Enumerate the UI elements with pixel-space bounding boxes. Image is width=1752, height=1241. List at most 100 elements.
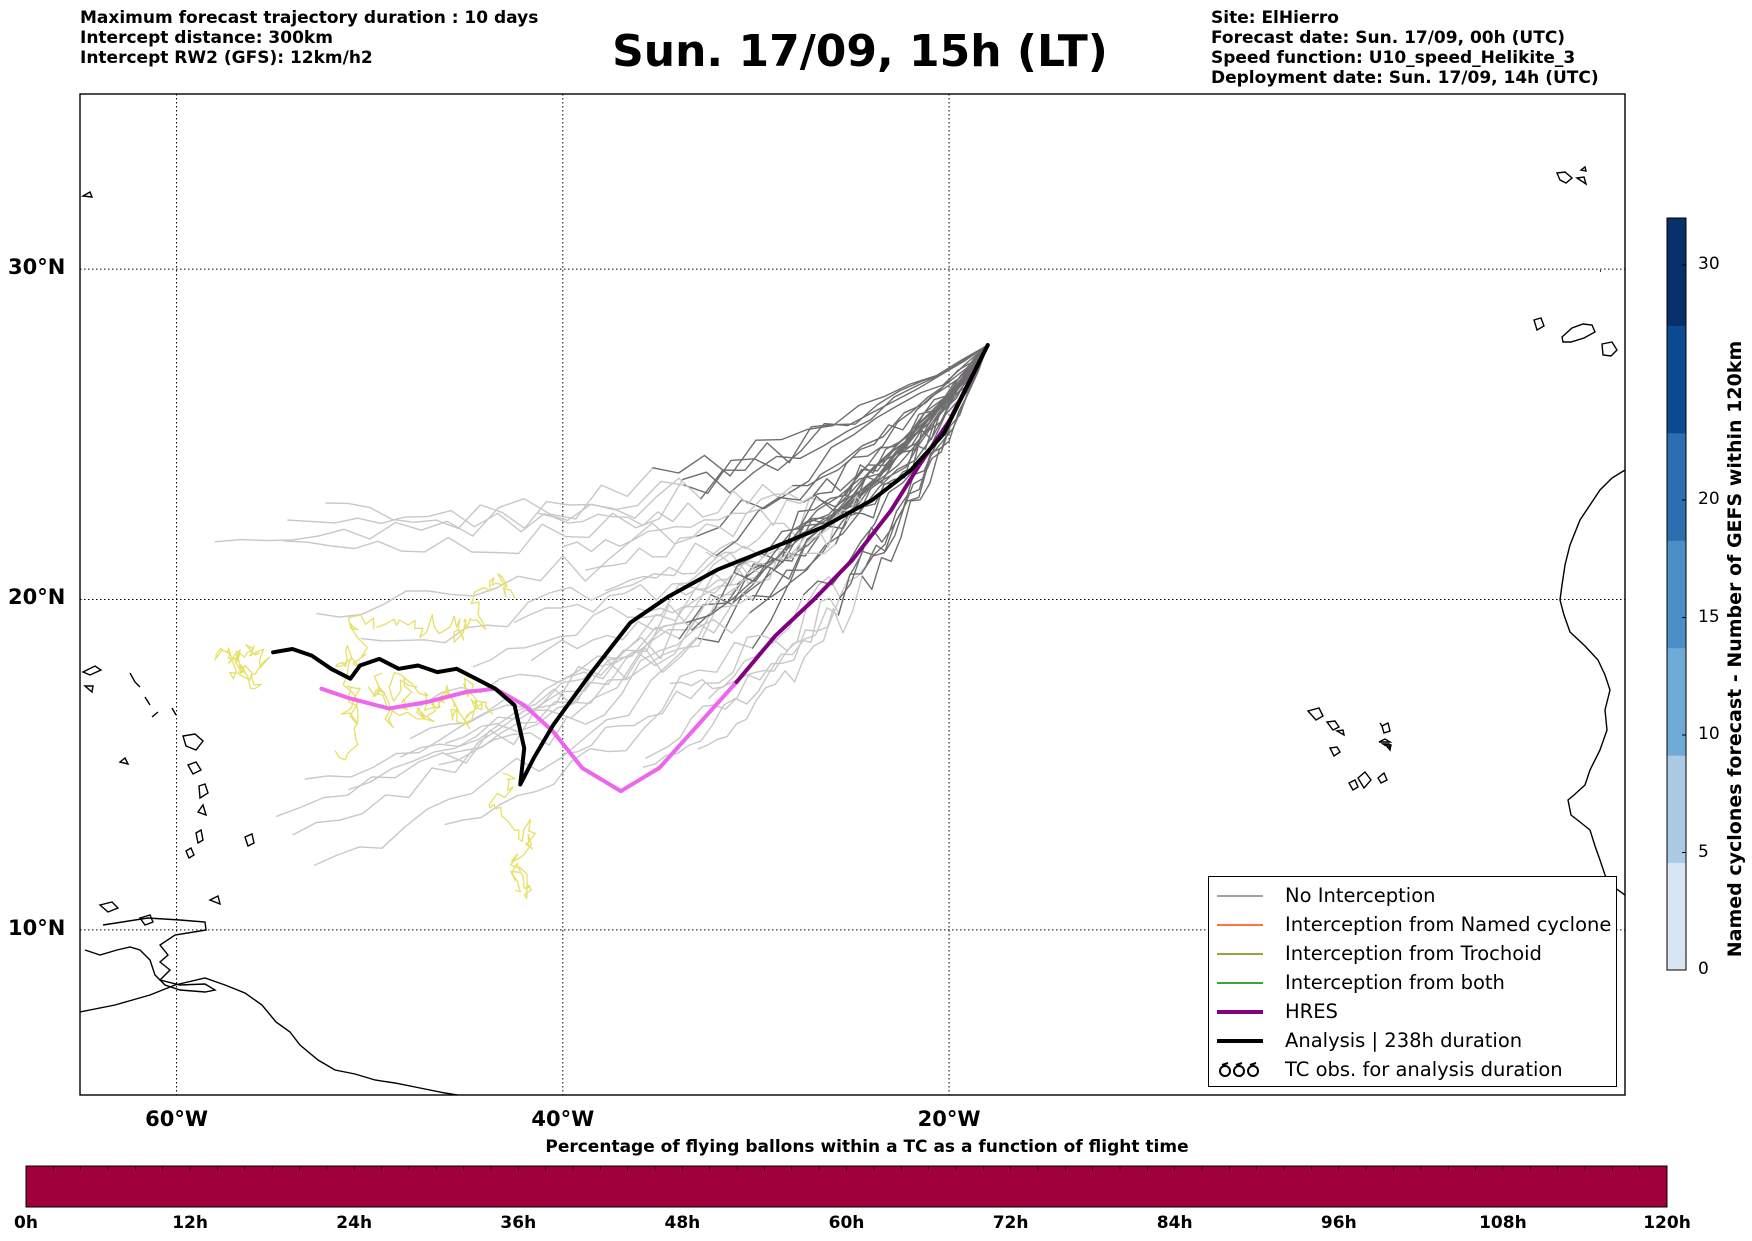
ensemble-trajectory-light	[585, 494, 815, 571]
header-left-line: Intercept RW2 (GFS): 12km/h2	[80, 48, 373, 68]
ensemble-trajectory-light	[530, 552, 791, 661]
lon-tick-label: 40°W	[531, 1107, 595, 1131]
ensemble-trajectory	[733, 344, 989, 582]
tc-observation-track	[367, 686, 493, 725]
ensemble-trajectory-light	[513, 554, 784, 623]
colorbar-tick-label: 5	[1698, 841, 1709, 862]
header-right-line: Speed function: U10_speed_Helikite_3	[1211, 48, 1576, 68]
azores-islands	[1555, 165, 1601, 272]
legend-label: Interception from Trochoid	[1285, 942, 1542, 965]
lat-tick-label: 10°N	[8, 915, 66, 940]
ensemble-trajectory-light	[645, 597, 841, 759]
legend-item: TC obs. for analysis duration	[1217, 1055, 1563, 1084]
ensemble-trajectory-light	[360, 542, 717, 644]
percentage-bar-tick-label: 120h	[1643, 1213, 1691, 1233]
legend-line-swatch	[1217, 952, 1263, 955]
legend-item: Interception from Named cyclone	[1217, 910, 1611, 939]
ensemble-trajectory-light	[472, 552, 766, 668]
ensemble-trajectory	[715, 344, 989, 557]
ensemble-trajectory	[835, 344, 989, 545]
northwest-islands	[80, 190, 94, 198]
tc-observation-track	[376, 573, 516, 643]
legend-line-swatch	[1217, 923, 1263, 926]
ensemble-trajectory-light	[537, 483, 794, 527]
colorbar-tick-label: 10	[1698, 724, 1720, 744]
ensemble-trajectory	[812, 344, 989, 497]
tc-observation-track	[488, 772, 537, 900]
map-frame	[79, 93, 1626, 1096]
ensemble-trajectory-light	[636, 543, 837, 614]
ensemble-trajectory-light	[325, 477, 702, 530]
colorbar-tick-label: 15	[1698, 606, 1720, 627]
legend-label: Interception from both	[1285, 971, 1505, 994]
legend-line-swatch	[1217, 981, 1263, 984]
percentage-bar	[25, 1165, 1668, 1208]
ensemble-trajectory	[837, 344, 989, 616]
percentage-bar-tick-label: 96h	[1320, 1213, 1357, 1233]
header-right-line: Forecast date: Sun. 17/09, 00h (UTC)	[1211, 28, 1566, 48]
header-left-info: Maximum forecast trajectory duration : 1…	[80, 8, 538, 68]
legend-line-swatch	[1217, 1009, 1263, 1014]
header-right-line: Deployment date: Sun. 17/09, 14h (UTC)	[1211, 68, 1599, 88]
legend-item: Interception from Trochoid	[1217, 939, 1542, 968]
colorbar-frame	[1666, 217, 1687, 971]
ensemble-trajectory-light	[562, 493, 805, 553]
header-left-line: Maximum forecast trajectory duration : 1…	[80, 8, 539, 28]
ensemble-trajectory-light	[316, 522, 698, 618]
ensemble-trajectory-light	[438, 611, 751, 766]
percentage-bar-tick-label: 72h	[992, 1213, 1029, 1233]
lon-tick-label: 20°W	[917, 1107, 981, 1131]
colorbar-tick-label: 20	[1698, 489, 1720, 509]
legend-item: Interception from both	[1217, 968, 1505, 997]
ensemble-trajectory-light	[562, 593, 805, 755]
colorbar-segment	[1667, 647, 1686, 756]
ensemble-trajectory	[865, 344, 989, 507]
percentage-bar-tick-label: 60h	[828, 1213, 865, 1233]
colorbar-label: Named cyclones forecast - Number of GEFS…	[1724, 340, 1746, 958]
ensemble-trajectory	[686, 344, 989, 624]
ensemble-trajectory-light	[283, 478, 684, 555]
africa-coast	[1559, 469, 1625, 896]
legend-item: Analysis | 238h duration	[1217, 1026, 1522, 1055]
ensemble-trajectory-light	[445, 594, 754, 755]
percentage-bar-tick-label: 84h	[1156, 1213, 1193, 1233]
header-left-line: Intercept distance: 300km	[80, 28, 333, 48]
ensemble-trajectory	[792, 344, 989, 487]
antilles-islands	[81, 665, 255, 860]
hres-trajectory-light	[319, 680, 739, 794]
tc-observation-track	[334, 614, 375, 761]
lat-tick-label: 30°N	[8, 255, 66, 280]
lon-tick-label: 60°W	[145, 1107, 208, 1131]
legend-label: HRES	[1285, 1000, 1338, 1023]
map-legend: No Interception Interception from Named c…	[1208, 876, 1617, 1087]
percentage-bar-tick-label: 36h	[500, 1213, 537, 1233]
cyclone-colorbar	[1666, 217, 1687, 971]
coastlines	[80, 165, 1625, 1095]
ensemble-trajectory-light	[314, 637, 697, 866]
tc-symbol-icon	[1219, 1061, 1259, 1077]
trajectory-layer	[214, 343, 990, 900]
legend-label: Analysis | 238h duration	[1285, 1029, 1523, 1052]
legend-label: TC obs. for analysis duration	[1285, 1058, 1563, 1081]
ensemble-trajectory	[749, 344, 989, 614]
cape-verde-islands	[1306, 707, 1393, 791]
map-title: Sun. 17/09, 15h (LT)	[612, 26, 1108, 77]
ensemble-trajectory-light	[275, 626, 681, 817]
ensemble-trajectory	[700, 344, 989, 500]
percentage-bar-tick-label: 12h	[172, 1213, 208, 1233]
tc-observation-track	[214, 644, 271, 690]
ensemble-trajectory-light	[287, 480, 686, 533]
percentage-bar-tick-label: 0h	[14, 1213, 38, 1233]
ensemble-trajectory-light	[304, 604, 693, 780]
legend-item: HRES	[1217, 997, 1338, 1026]
header-right-line: Site: ElHierro	[1211, 8, 1339, 28]
ensemble-trajectory	[861, 344, 989, 591]
ensemble-trajectory-light	[444, 587, 754, 744]
percentage-bar-tick-label: 108h	[1479, 1213, 1527, 1233]
map-gridlines	[80, 94, 1625, 1095]
percentage-bar-tick-label: 48h	[664, 1213, 701, 1233]
percentage-bar-title: Percentage of flying ballons within a TC…	[545, 1137, 1189, 1157]
ensemble-trajectory-light	[697, 575, 863, 750]
colorbar-segment	[1667, 218, 1686, 326]
